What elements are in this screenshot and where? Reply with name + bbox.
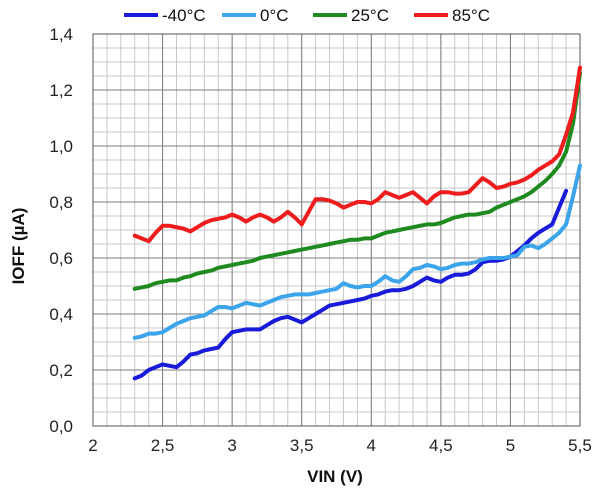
legend-label: 0°C [260, 6, 289, 25]
grid [92, 33, 581, 427]
y-tick-label: 0,6 [49, 249, 73, 268]
y-axis-title: IOFF (µA) [9, 208, 28, 285]
tick-labels: 2 2,5 3 3,5 4 4,5 5 5,5 0,0 0,2 0,4 0,6 0,8 1,0 1,2 1,4 [49, 25, 591, 455]
plot-border [92, 33, 581, 427]
x-tick-label: 4 [367, 436, 376, 455]
legend-label: -40°C [162, 6, 206, 25]
x-tick-label: 2 [88, 436, 97, 455]
series-line-25C [132, 71, 582, 291]
x-tick-label: 2,5 [151, 436, 175, 455]
x-tick-label: 5 [506, 436, 515, 455]
x-tick-label: 5,5 [568, 436, 592, 455]
y-tick-label: 0,0 [49, 417, 73, 436]
x-tick-label: 3,5 [290, 436, 314, 455]
legend-label: 25°C [351, 6, 389, 25]
x-tick-label: 4,5 [429, 436, 453, 455]
legend: -40°C 0°C 25°C 85°C [124, 6, 490, 25]
y-tick-label: 1,4 [49, 25, 73, 44]
series-line-85C [132, 65, 582, 244]
legend-label: 85°C [452, 6, 490, 25]
y-tick-label: 1,0 [49, 137, 73, 156]
y-tick-label: 0,2 [49, 361, 73, 380]
series-line--40C [132, 188, 569, 381]
y-tick-label: 0,4 [49, 305, 73, 324]
x-axis-title: VIN (V) [307, 467, 363, 486]
y-tick-label: 0,8 [49, 193, 73, 212]
series-line-0C [132, 163, 582, 340]
series-lines [132, 65, 582, 381]
x-tick-label: 3 [227, 436, 236, 455]
y-tick-label: 1,2 [49, 81, 73, 100]
